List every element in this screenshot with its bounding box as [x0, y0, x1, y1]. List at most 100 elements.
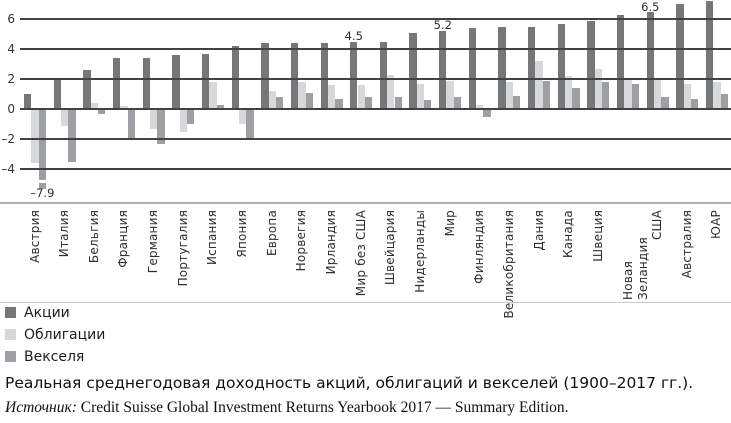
- bar-облигации-швейцария: [387, 74, 395, 109]
- figure-caption: Реальная среднегодовая доходность акций,…: [5, 374, 694, 392]
- data-label: 6.5: [641, 0, 660, 14]
- bar-векселя-новая зеландия: [631, 83, 640, 109]
- bar-облигации-австралия: [683, 83, 691, 109]
- bar-векселя-норвегия: [305, 92, 313, 109]
- bar-break-marker: [38, 182, 47, 190]
- gridline: [20, 78, 731, 80]
- x-axis-label: Мир: [442, 210, 457, 237]
- bar-векселя-сша: [661, 97, 669, 109]
- bar-облигации-австрия: [31, 109, 39, 163]
- bar-акции-канада: [557, 23, 566, 109]
- x-axis-label: Великобритания: [501, 210, 516, 319]
- y-axis-tick: –4: [1, 161, 15, 176]
- bar-векселя-мир: [453, 97, 462, 109]
- bar-векселя-япония: [246, 109, 254, 138]
- bar-акции-дания: [528, 26, 536, 109]
- bar-векселя-бельгия: [98, 109, 106, 114]
- bar-акции-европа: [261, 43, 269, 109]
- gridline: [20, 138, 731, 140]
- bar-акции-новая зеландия: [617, 14, 625, 109]
- bar-облигации-португалия: [179, 109, 187, 132]
- x-axis-label: Швейцария: [383, 210, 398, 286]
- bar-акции-германия: [142, 58, 150, 109]
- bar-векселя-италия: [68, 109, 76, 162]
- legend-separator: [0, 302, 731, 303]
- x-axis-label: Австрия: [27, 210, 42, 263]
- bar-облигации-дания: [535, 61, 543, 109]
- bar-облигации-мир без сша: [357, 85, 365, 109]
- y-axis-tick: –2: [1, 131, 15, 146]
- data-label: 5.2: [433, 18, 452, 32]
- x-axis-label: США: [650, 210, 665, 241]
- bar-векселя-германия: [157, 109, 165, 144]
- bar-векселя-юар: [720, 94, 728, 109]
- bar-облигации-норвегия: [298, 82, 306, 109]
- bar-акции-мир: [439, 31, 447, 109]
- bar-акции-финляндия: [468, 28, 477, 109]
- legend-label: Облигации: [24, 326, 106, 343]
- bar-векселя-франция: [127, 109, 135, 139]
- gridline: [20, 108, 731, 110]
- bar-облигации-европа: [268, 91, 276, 109]
- x-axis-label: Нидерланды: [412, 210, 427, 293]
- bar-облигации-бельгия: [90, 103, 98, 109]
- y-axis-tick: 6: [7, 11, 15, 26]
- bar-облигации-юар: [713, 82, 721, 109]
- x-axis-baseline: [0, 202, 731, 204]
- legend-item-bills: Векселя: [5, 348, 105, 365]
- gridline: [20, 18, 731, 20]
- x-axis-label: Франция: [116, 210, 131, 268]
- chart-plot: 6 4 2 0 –2 –4 Австрия Италия Бельгия Франция Герма…: [0, 0, 731, 319]
- bar-векселя-европа: [275, 97, 284, 109]
- gridline: [20, 168, 731, 170]
- bar-облигации-франция: [120, 106, 128, 109]
- bar-векселя-канада: [572, 88, 580, 109]
- bar-векселя-дания: [542, 80, 551, 109]
- bar-облигации-финляндия: [476, 104, 484, 109]
- source-label: Источник:: [5, 399, 77, 416]
- bar-векселя-австрия: [38, 109, 47, 181]
- data-label: –7.9: [30, 186, 55, 200]
- bar-векселя-ирландия: [335, 98, 343, 109]
- bar-облигации-канада: [565, 76, 573, 109]
- bar-акции-испания: [201, 53, 210, 109]
- x-axis-label: Финляндия: [472, 210, 487, 284]
- x-axis-label: Новая Зеландия: [620, 237, 650, 300]
- y-axis-tick: 2: [7, 71, 15, 86]
- bar-облигации-италия: [61, 109, 69, 126]
- bar-акции-ирландия: [320, 43, 328, 109]
- bar-облигации-ирландия: [327, 85, 336, 109]
- bar-акции-швеция: [587, 20, 595, 109]
- bar-акции-мир без сша: [350, 41, 358, 109]
- bar-акции-великобритания: [498, 26, 506, 109]
- legend-item-stocks: Акции: [5, 304, 105, 321]
- bar-акции-италия: [53, 79, 61, 109]
- bar-акции-юар: [705, 1, 714, 109]
- bar-акции-япония: [231, 46, 239, 109]
- legend-label: Векселя: [24, 348, 85, 365]
- data-label: 4.5: [344, 28, 363, 43]
- x-axis-label: Япония: [235, 210, 250, 258]
- y-axis-tick: 4: [7, 41, 15, 56]
- bar-облигации-мир: [446, 80, 454, 109]
- source-text: Credit Suisse Global Investment Returns …: [76, 399, 569, 416]
- bar-облигации-швеция: [594, 68, 603, 109]
- x-axis-label: Германия: [146, 210, 161, 274]
- gridline: [20, 48, 731, 50]
- figure-source: Источник: Credit Suisse Global Investmen…: [5, 399, 731, 417]
- bar-акции-швейцария: [379, 41, 388, 109]
- x-axis-label: Бельгия: [86, 210, 101, 264]
- bar-акции-португалия: [172, 55, 180, 109]
- x-axis-label: ЮАР: [709, 210, 724, 240]
- bar-акции-австрия: [24, 94, 32, 109]
- bills-swatch-icon: [5, 351, 16, 362]
- x-axis-label: Португалия: [175, 210, 190, 287]
- y-axis-tick: 0: [7, 101, 15, 116]
- legend-label: Акции: [24, 304, 70, 321]
- bar-векселя-великобритания: [513, 95, 521, 109]
- x-axis-label: Европа: [264, 210, 279, 257]
- bar-векселя-швейцария: [394, 97, 402, 109]
- bonds-swatch-icon: [5, 329, 16, 340]
- bar-облигации-испания: [209, 82, 217, 109]
- bar-акции-сша: [646, 11, 654, 109]
